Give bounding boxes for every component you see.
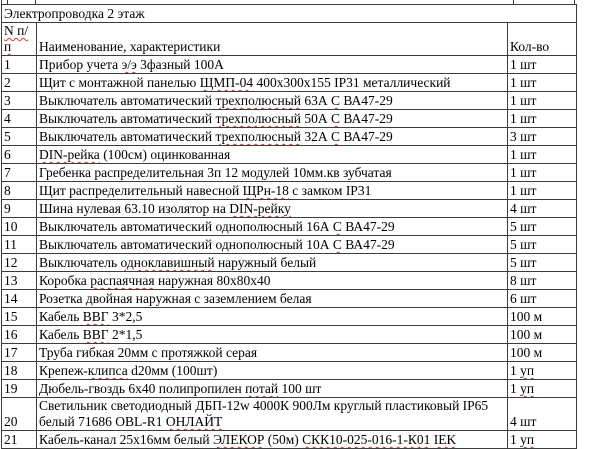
table-row: 9 Шина нулевая 63.10 изолятор на DIN-рейк… <box>1 199 578 218</box>
item-qty: 5 шт <box>506 235 578 254</box>
item-name: Щит распределительный навесной ЩРн-18 с … <box>36 181 508 200</box>
grid-line <box>35 0 36 4</box>
table-row: 4 Выключатель автоматический трехполюсный… <box>1 109 578 128</box>
table-row: 11 Выключатель автоматический однополюсны… <box>1 235 578 254</box>
row-number: 21 <box>1 430 37 449</box>
item-name: Светильник светодиодный ДБП-12w 4000К 90… <box>36 397 508 431</box>
table-row: 21 Кабель-канал 25x16мм белый ЭЛЕКОР (50м… <box>1 430 578 449</box>
row-number: 11 <box>1 235 37 254</box>
table-row: 18 Крепеж-клипса d20мм (100шт) 1 уп <box>1 361 578 380</box>
item-name: Кабель ВВГ 3*2,5 <box>36 307 508 326</box>
item-qty: 1 шт <box>506 55 578 74</box>
row-number: 1 <box>1 55 37 74</box>
row-number: 7 <box>1 163 37 182</box>
table-row: 8 Щит распределительный навесной ЩРн-18 с… <box>1 181 578 200</box>
row-number: 19 <box>1 379 37 398</box>
column-header-num: N п/п <box>1 22 37 56</box>
item-name: Крепеж-клипса d20мм (100шт) <box>36 361 508 380</box>
table-row: 7 Гребенка распределительная 3п 12 модуле… <box>1 163 578 182</box>
item-qty: 1 уп <box>506 379 578 398</box>
column-header-qty: Кол-во <box>506 22 578 56</box>
table-row: 10 Выключатель автоматический однополюсны… <box>1 217 578 236</box>
item-name: Труба гибкая 20мм с протяжкой серая <box>36 343 508 362</box>
item-qty: 4 шт <box>506 397 578 431</box>
item-name: Выключатель автоматический однополюсный … <box>36 235 508 254</box>
row-number: 16 <box>1 325 37 344</box>
item-qty: 1 уп <box>506 430 578 449</box>
item-name: Щит с монтажной панелью ЩМП-04 400x300x1… <box>36 73 508 92</box>
item-name: Кабель-канал 25x16мм белый ЭЛЕКОР (50м) … <box>36 430 508 449</box>
item-qty: 1 уп <box>506 361 578 380</box>
row-number: 13 <box>1 271 37 290</box>
table-row: 17 Труба гибкая 20мм с протяжкой серая 100… <box>1 343 578 362</box>
item-qty: 100 м <box>506 343 578 362</box>
item-qty: 1 шт <box>506 109 578 128</box>
item-name: Дюбель-гвоздь 6x40 полипропилен потай 10… <box>36 379 508 398</box>
row-number: 20 <box>1 397 37 431</box>
table-row: 20 Светильник светодиодный ДБП-12w 4000К … <box>1 397 578 431</box>
title-row: Электропроводка 2 этаж <box>0 4 578 23</box>
item-qty: 100 м <box>506 325 578 344</box>
row-number: 17 <box>1 343 37 362</box>
item-qty: 8 шт <box>506 271 578 290</box>
item-qty: 4 шт <box>506 199 578 218</box>
table-row: 13 Коробка распаячная наружная 80x80x40 8 … <box>1 271 578 290</box>
item-name: Гребенка распределительная 3п 12 модулей… <box>36 163 508 182</box>
grid-line <box>574 0 575 4</box>
item-qty: 5 шт <box>506 217 578 236</box>
item-name: Выключатель автоматический однополюсный … <box>36 217 508 236</box>
table-row: 12 Выключатель одноклавишный наружный бел… <box>1 253 578 272</box>
item-qty: 1 шт <box>506 163 578 182</box>
row-number: 5 <box>1 127 37 146</box>
item-name: Прибор учета э/э 3фазный 100А <box>36 55 508 74</box>
row-number: 18 <box>1 361 37 380</box>
table-row: 2 Щит с монтажной панелью ЩМП-04 400x300x… <box>1 73 578 92</box>
table-row: 6 DIN-рейка (100см) оцинкованная 1 шт <box>1 145 578 164</box>
table-row: 14 Розетка двойная наружная с заземлением… <box>1 289 578 308</box>
row-number: 15 <box>1 307 37 326</box>
clipped-row-fragment <box>0 0 600 4</box>
item-qty: 3 шт <box>506 127 578 146</box>
materials-table: Электропроводка 2 этаж N п/п Наименовани… <box>0 4 578 449</box>
item-name: Выключатель автоматический трехполюсный … <box>36 127 508 146</box>
table-row: 3 Выключатель автоматический трехполюсный… <box>1 91 578 110</box>
item-name: Коробка распаячная наружная 80x80x40 <box>36 271 508 290</box>
item-qty: 100 м <box>506 307 578 326</box>
item-qty: 1 шт <box>506 91 578 110</box>
column-header-name: Наименование, характеристики <box>36 22 508 56</box>
row-number: 8 <box>1 181 37 200</box>
table-row: 1 Прибор учета э/э 3фазный 100А 1 шт <box>1 55 578 74</box>
item-name: DIN-рейка (100см) оцинкованная <box>36 145 508 164</box>
item-qty: 6 шт <box>506 289 578 308</box>
row-number: 6 <box>1 145 37 164</box>
item-qty: 5 шт <box>506 253 578 272</box>
item-name: Розетка двойная наружная с заземлением б… <box>36 289 508 308</box>
row-number: 4 <box>1 109 37 128</box>
table-row: 15 Кабель ВВГ 3*2,5 100 м <box>1 307 578 326</box>
table-row: 19 Дюбель-гвоздь 6x40 полипропилен потай … <box>1 379 578 398</box>
row-number: 3 <box>1 91 37 110</box>
item-qty: 1 шт <box>506 73 578 92</box>
item-name: Шина нулевая 63.10 изолятор на DIN-рейку <box>36 199 508 218</box>
item-qty: 1 шт <box>506 181 578 200</box>
item-name: Выключатель автоматический трехполюсный … <box>36 91 508 110</box>
item-name: Выключатель автоматический трехполюсный … <box>36 109 508 128</box>
header-row: N п/п Наименование, характеристики Кол-в… <box>1 22 578 56</box>
row-number: 10 <box>1 217 37 236</box>
grid-line <box>513 0 514 4</box>
table-body: 1 Прибор учета э/э 3фазный 100А 1 шт 2 Щит с… <box>1 55 578 449</box>
table-row: 16 Кабель ВВГ 2*1,5 100 м <box>1 325 578 344</box>
item-name: Выключатель одноклавишный наружный белый <box>36 253 508 272</box>
item-qty: 1 шт <box>506 145 578 164</box>
grid-line <box>7 0 8 4</box>
table-title: Электропроводка 2 этаж <box>0 4 578 23</box>
row-number: 2 <box>1 73 37 92</box>
table-row: 5 Выключатель автоматический трехполюсный… <box>1 127 578 146</box>
row-number: 14 <box>1 289 37 308</box>
item-name: Кабель ВВГ 2*1,5 <box>36 325 508 344</box>
row-number: 12 <box>1 253 37 272</box>
grid-line <box>1 0 2 4</box>
row-number: 9 <box>1 199 37 218</box>
